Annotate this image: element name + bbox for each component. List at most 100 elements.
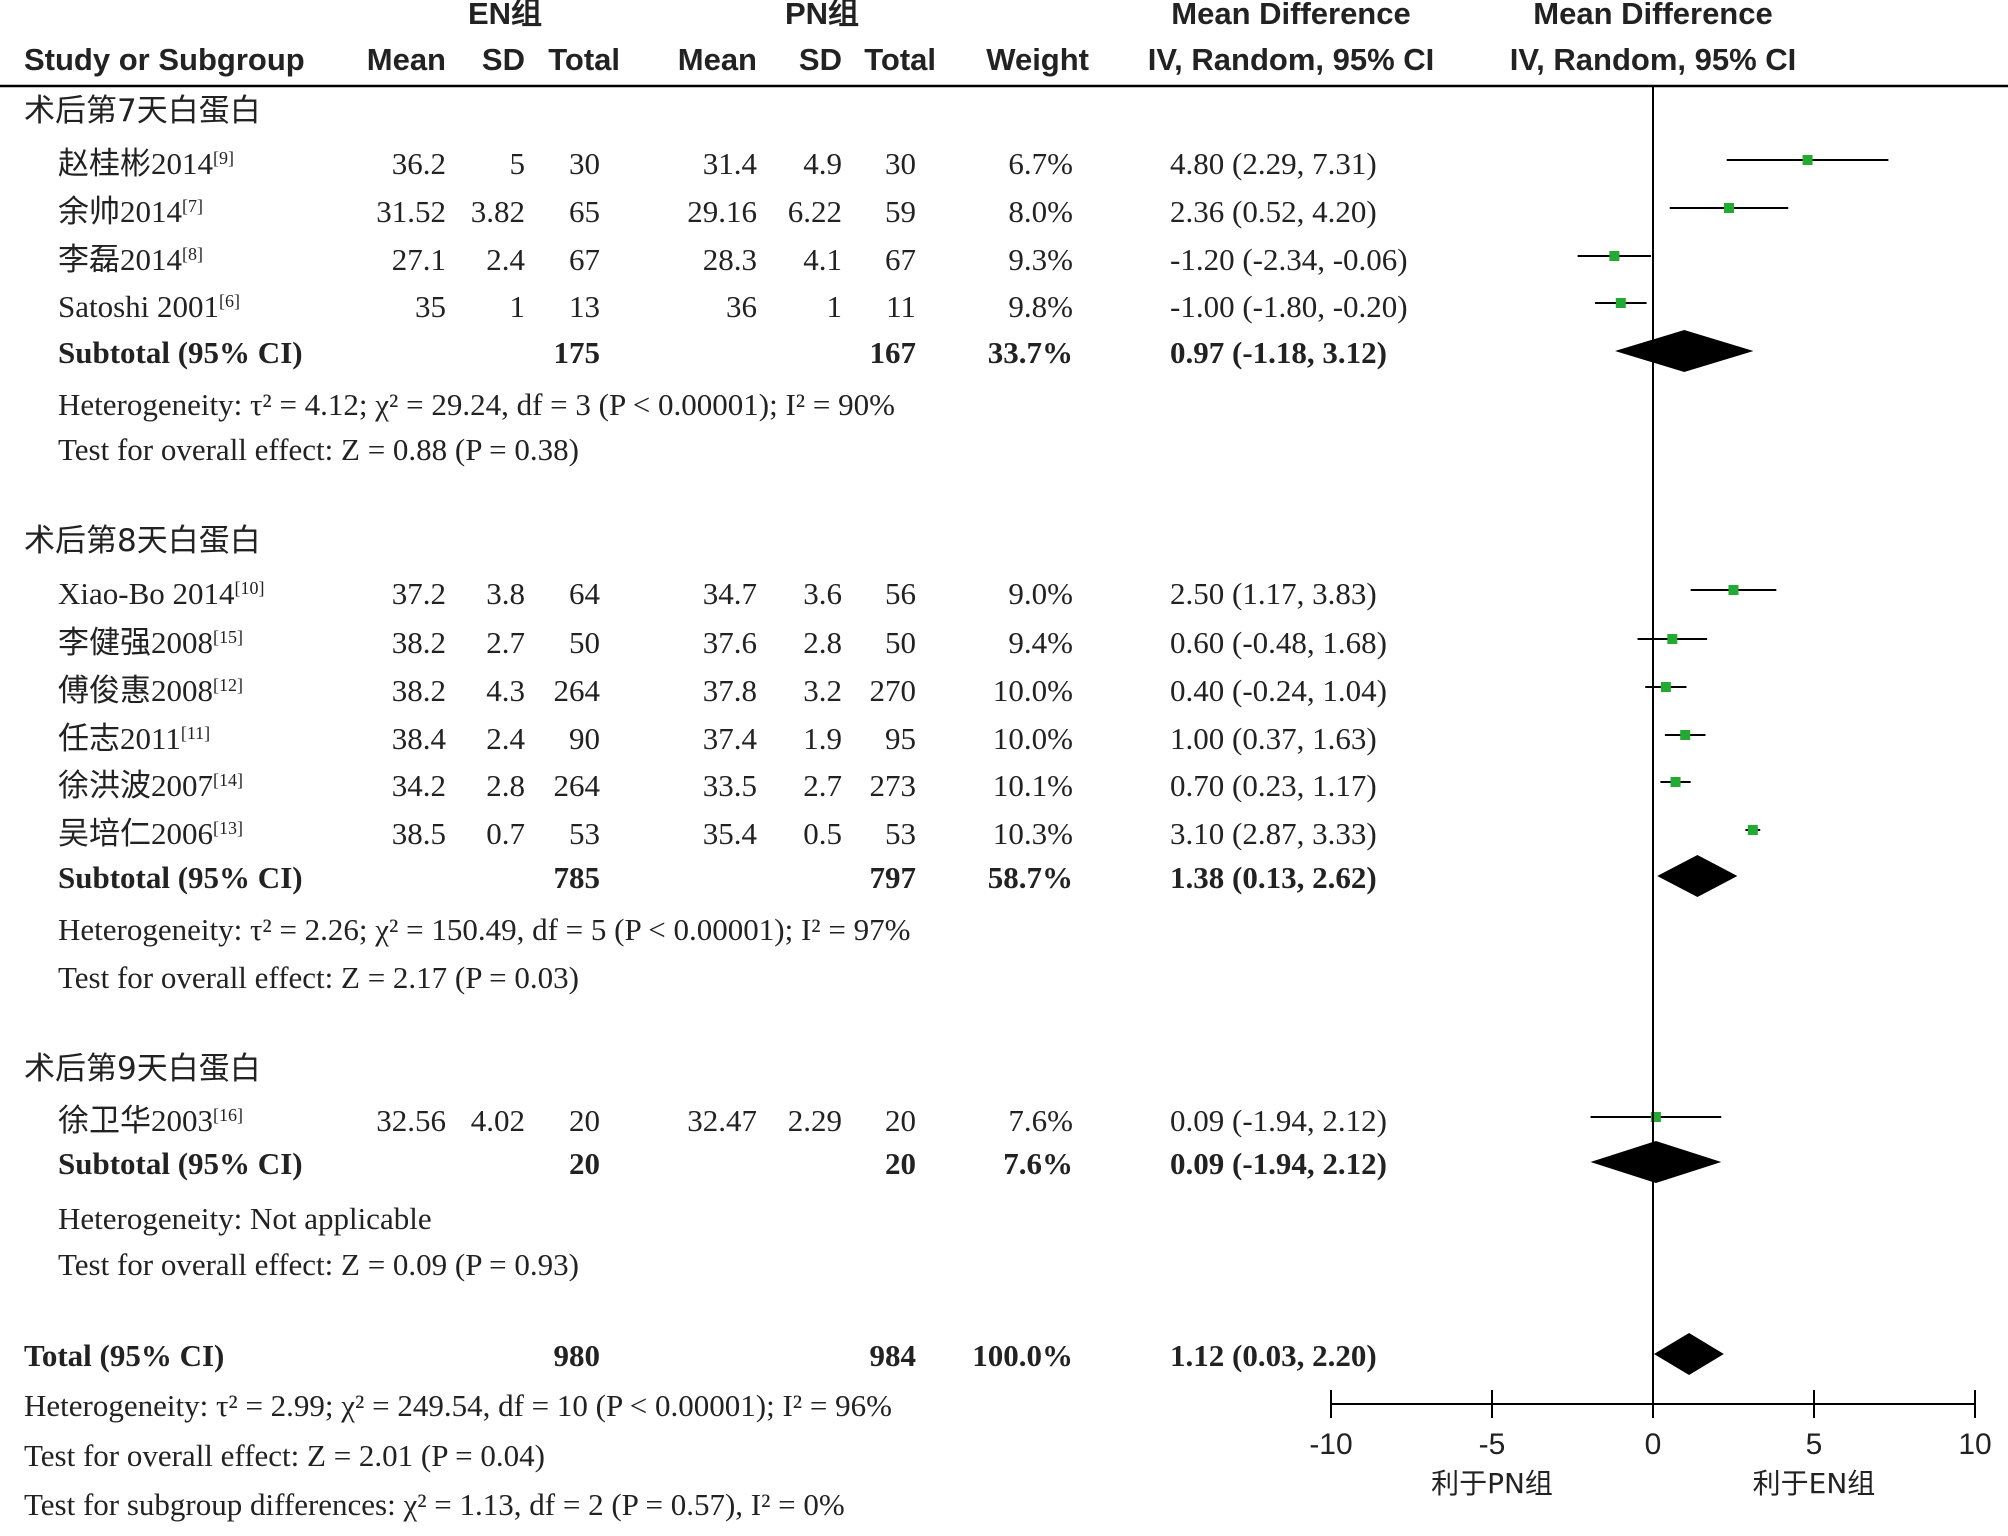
- study-pn-sd: 4.9: [803, 146, 842, 181]
- study-pn-mean: 35.4: [703, 816, 758, 851]
- study-pn-sd: 0.5: [803, 816, 842, 851]
- study-weight: 6.7%: [1008, 146, 1073, 181]
- favours-left-label: 利于PN组: [1431, 1467, 1553, 1500]
- subtotal-diamond: [1615, 330, 1754, 372]
- study-ci-text: 1.00 (0.37, 1.63): [1170, 721, 1377, 756]
- study-en-total: 30: [569, 146, 600, 181]
- study-point-marker: [1680, 730, 1691, 740]
- subtotal-weight: 58.7%: [988, 860, 1073, 895]
- study-ci-text: 3.10 (2.87, 3.33): [1170, 816, 1377, 851]
- study-ci-text: 4.80 (2.29, 7.31): [1170, 146, 1377, 181]
- total-weight: 100.0%: [972, 1338, 1073, 1373]
- study-pn-mean: 28.3: [703, 242, 757, 277]
- study-en-mean: 27.1: [392, 242, 446, 277]
- subtotal-ci-text: 1.38 (0.13, 2.62): [1170, 860, 1377, 895]
- study-pn-sd: 6.22: [788, 194, 842, 229]
- study-point-marker: [1723, 203, 1734, 213]
- en-mean-header: Mean: [367, 42, 446, 77]
- overall-effect-text: Test for overall effect: Z = 0.88 (P = 0…: [58, 432, 579, 467]
- study-name: 吴培仁2006[13]: [58, 816, 243, 851]
- study-en-mean: 32.56: [376, 1103, 446, 1138]
- study-en-sd: 3.82: [471, 194, 525, 229]
- subtotal-label: Subtotal (95% CI): [58, 1146, 303, 1181]
- study-reference: [12]: [213, 675, 243, 695]
- overall-effect-text: Test for overall effect: Z = 2.17 (P = 0…: [58, 960, 579, 995]
- overall-effect-text: Test for overall effect: Z = 0.09 (P = 0…: [58, 1247, 579, 1282]
- subtotal-pn-total: 797: [870, 860, 917, 895]
- study-name: Xiao-Bo 2014[10]: [58, 576, 265, 611]
- study-point-marker: [1667, 634, 1678, 644]
- study-point-marker: [1660, 682, 1671, 692]
- en-total-header: Total: [548, 42, 620, 77]
- study-en-sd: 3.8: [486, 576, 525, 611]
- subtotal-en-total: 175: [554, 335, 601, 370]
- favours-right-label: 利于EN组: [1753, 1467, 1876, 1500]
- study-pn-total: 67: [885, 242, 916, 277]
- study-weight: 9.3%: [1008, 242, 1073, 277]
- pn-total-header: Total: [864, 42, 936, 77]
- subtotal-diamond: [1590, 1141, 1722, 1183]
- study-en-total: 50: [569, 625, 600, 660]
- study-en-mean: 31.52: [376, 194, 446, 229]
- study-weight: 9.0%: [1008, 576, 1073, 611]
- study-point-marker: [1728, 585, 1739, 595]
- study-pn-sd: 4.1: [803, 242, 842, 277]
- md-method-header: IV, Random, 95% CI: [1148, 42, 1435, 77]
- study-ci-text: 0.40 (-0.24, 1.04): [1170, 673, 1387, 708]
- study-en-sd: 2.8: [486, 768, 525, 803]
- study-en-total: 264: [554, 768, 601, 803]
- study-ci-text: -1.00 (-1.80, -0.20): [1170, 289, 1408, 324]
- subtotal-label: Subtotal (95% CI): [58, 860, 303, 895]
- study-pn-total: 50: [885, 625, 916, 660]
- plot-method-header: IV, Random, 95% CI: [1510, 42, 1797, 77]
- study-en-sd: 1: [510, 289, 526, 324]
- study-reference: [7]: [182, 196, 203, 216]
- subtotal-pn-total: 167: [870, 335, 917, 370]
- study-reference: [10]: [235, 578, 265, 598]
- study-weight: 9.4%: [1008, 625, 1073, 660]
- study-ci-text: 0.70 (0.23, 1.17): [1170, 768, 1377, 803]
- heterogeneity-text: Heterogeneity: Not applicable: [58, 1201, 432, 1236]
- pn-mean-header: Mean: [678, 42, 757, 77]
- study-pn-total: 59: [885, 194, 916, 229]
- subtotal-pn-total: 20: [885, 1146, 916, 1181]
- study-name: 任志2011[11]: [58, 721, 210, 756]
- study-name: 徐卫华2003[16]: [58, 1103, 243, 1138]
- study-name: 李健强2008[15]: [58, 625, 243, 660]
- study-pn-total: 11: [886, 289, 916, 324]
- total-ci-text: 1.12 (0.03, 2.20): [1170, 1338, 1377, 1373]
- study-reference: [6]: [219, 291, 240, 311]
- study-pn-sd: 1.9: [803, 721, 842, 756]
- study-en-mean: 37.2: [392, 576, 446, 611]
- subgroup-title: 术后第7天白蛋白: [24, 93, 261, 129]
- study-name: 赵桂彬2014[9]: [58, 146, 234, 181]
- subgroup-differences-text: Test for subgroup differences: χ² = 1.13…: [24, 1487, 845, 1522]
- study-pn-total: 20: [885, 1103, 916, 1138]
- study-reference: [13]: [213, 818, 243, 838]
- study-en-sd: 4.02: [471, 1103, 525, 1138]
- en-sd-header: SD: [482, 42, 525, 77]
- study-pn-total: 273: [870, 768, 917, 803]
- study-weight: 8.0%: [1008, 194, 1073, 229]
- study-pn-sd: 1: [827, 289, 843, 324]
- study-en-total: 20: [569, 1103, 600, 1138]
- study-point-marker: [1670, 777, 1681, 787]
- study-en-mean: 35: [415, 289, 446, 324]
- study-en-mean: 38.5: [392, 816, 446, 851]
- subtotal-ci-text: 0.09 (-1.94, 2.12): [1170, 1146, 1387, 1181]
- subtotal-en-total: 785: [554, 860, 601, 895]
- study-en-sd: 2.7: [486, 625, 525, 660]
- study-en-total: 90: [569, 721, 600, 756]
- study-ci-text: 0.09 (-1.94, 2.12): [1170, 1103, 1387, 1138]
- study-en-sd: 0.7: [486, 816, 525, 851]
- study-pn-mean: 29.16: [687, 194, 757, 229]
- md-title-header: Mean Difference: [1171, 0, 1410, 31]
- study-pn-mean: 33.5: [703, 768, 757, 803]
- study-en-sd: 2.4: [486, 242, 525, 277]
- study-ci-text: 2.50 (1.17, 3.83): [1170, 576, 1377, 611]
- study-pn-mean: 32.47: [687, 1103, 757, 1138]
- study-pn-mean: 31.4: [703, 146, 758, 181]
- study-reference: [15]: [213, 627, 243, 647]
- study-weight: 9.8%: [1008, 289, 1073, 324]
